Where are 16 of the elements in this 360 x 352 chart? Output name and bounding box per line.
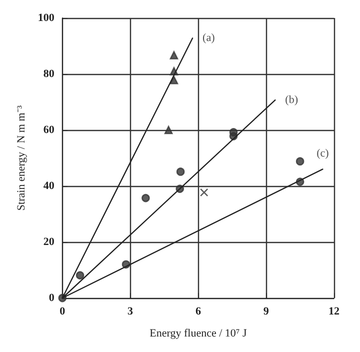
x-axis-title: Energy fluence / 10⁷ J	[150, 328, 248, 340]
y-tick-label: 40	[43, 180, 55, 192]
x-tick-label: 0	[60, 306, 66, 318]
y-axis-title: Strain energy / N m m⁻³	[16, 104, 28, 211]
y-tick-label: 100	[38, 12, 55, 24]
y-tick-label: 60	[43, 124, 55, 136]
x-tick-label: 6	[195, 306, 202, 318]
x-tick-label: 3	[128, 306, 134, 318]
annotation: (a)	[202, 32, 216, 44]
x-tick-label: 12	[328, 306, 340, 318]
x-tick-label: 9	[263, 306, 270, 318]
annotation: (c)	[316, 148, 330, 160]
y-tick-label: 0	[48, 292, 55, 304]
y-tick-label: 20	[43, 236, 55, 248]
y-tick-label: 80	[43, 68, 55, 80]
annotation: (b)	[285, 94, 298, 106]
